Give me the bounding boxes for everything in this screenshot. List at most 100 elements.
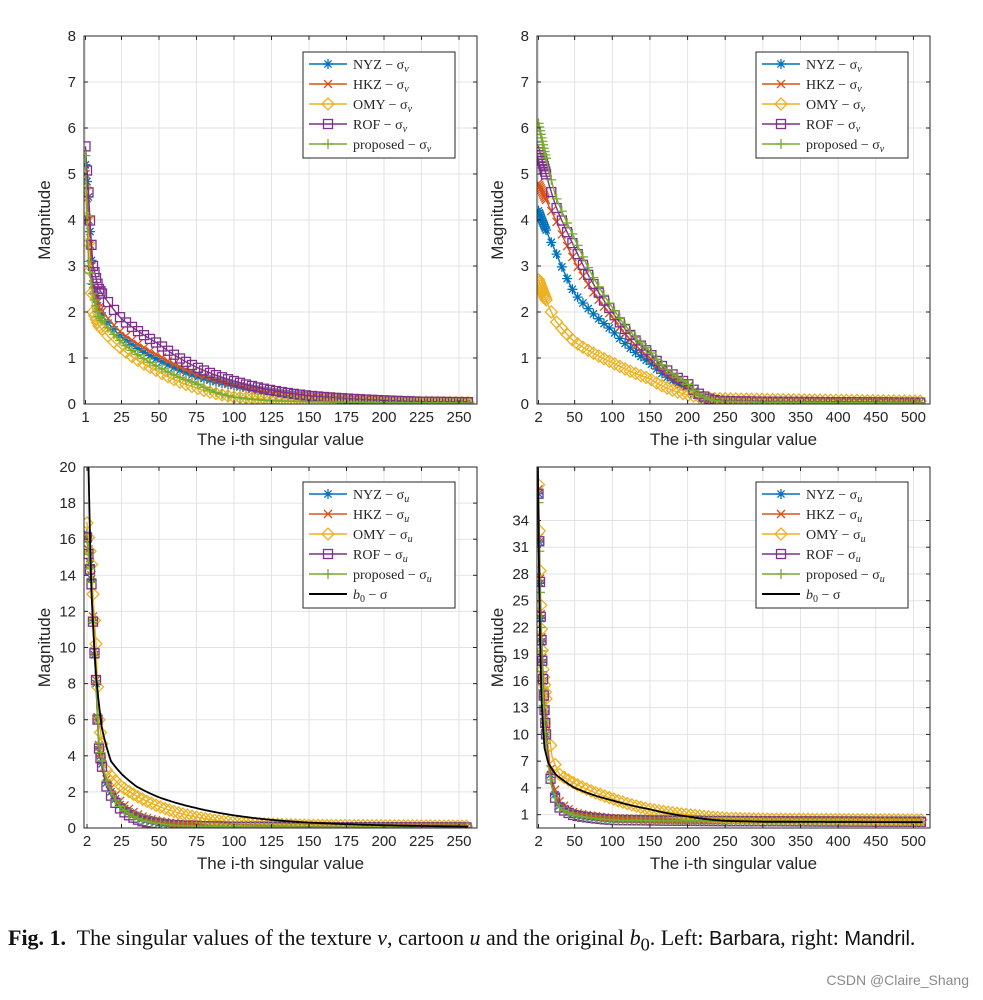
marker-diamond [561, 773, 576, 787]
marker-asterisk [635, 351, 646, 362]
marker-diamond [548, 757, 562, 772]
caption-var-u: u [469, 925, 481, 950]
x-tick-label: 300 [750, 833, 775, 850]
legend-label-b0: b0 − σ [353, 588, 388, 605]
x-tick-label: 225 [409, 409, 434, 426]
series-group [537, 118, 928, 404]
legend: NYZ − σu HKZ − σu OMY − σu ROF − σu proposed… [755, 481, 909, 609]
caption-text-5: , right: [780, 925, 845, 950]
marker-diamond [84, 180, 93, 195]
marker-asterisk [121, 335, 131, 346]
chart-panel-1: 1 25 50 75 100 125 150 175 200 225 250012345678The… [35, 28, 478, 449]
marker-plus [577, 251, 588, 262]
marker-square [84, 165, 93, 176]
marker-plus [86, 278, 97, 289]
marker-plus [97, 315, 107, 326]
y-tick-label: 4 [68, 212, 76, 229]
marker-plus [157, 363, 167, 374]
marker-asterisk [169, 362, 179, 373]
marker-plus [667, 368, 678, 379]
marker-plus [110, 794, 121, 805]
marker-cross [546, 206, 556, 216]
x-tick-label: 500 [901, 833, 926, 850]
marker-plus [101, 776, 112, 787]
marker-diamond [158, 801, 172, 816]
marker-asterisk [572, 292, 583, 303]
y-tick-label: 25 [512, 593, 529, 610]
marker-square [138, 329, 150, 341]
marker-square [168, 349, 180, 360]
marker-plus [142, 816, 152, 827]
marker-square [95, 286, 106, 297]
caption-var-b0: b [629, 925, 641, 950]
caption-text-3: and the original [480, 925, 630, 950]
x-tick-label: 500 [901, 409, 926, 426]
x-tick-label: 300 [750, 409, 775, 426]
marker-square [438, 396, 450, 404]
x-tick-label: 125 [259, 833, 284, 850]
marker-plus [699, 392, 710, 403]
y-tick-label: 3 [521, 258, 529, 275]
y-tick-label: 1 [521, 350, 529, 367]
marker-plus [559, 805, 570, 816]
caption-right-name: Mandril [844, 928, 910, 950]
marker-plus [139, 353, 149, 364]
marker-diamond [539, 292, 553, 307]
legend-label-nyz: NYZ − σv [353, 58, 409, 75]
marker-asterisk [641, 355, 652, 366]
y-tick-label: 31 [512, 539, 529, 556]
marker-plus [217, 389, 227, 400]
marker-square [270, 385, 282, 397]
marker-asterisk [84, 176, 92, 187]
marker-plus [187, 376, 197, 387]
legend-label-proposed: proposed − σv [353, 138, 432, 155]
marker-diamond [239, 816, 253, 828]
marker-asterisk [211, 376, 221, 387]
marker-plus [95, 313, 106, 324]
marker-diamond [131, 789, 145, 804]
marker-asterisk [323, 489, 333, 499]
x-tick-label: 25 [113, 409, 130, 426]
marker-diamond [89, 636, 103, 651]
marker-diamond [140, 794, 154, 809]
marker-diamond [86, 587, 100, 602]
marker-diamond [162, 803, 177, 818]
marker-plus [541, 738, 552, 749]
x-tick-label: 250 [713, 409, 738, 426]
marker-plus [583, 262, 594, 273]
marker-plus [563, 807, 574, 818]
x-axis-label: The i-th singular value [197, 430, 364, 449]
marker-plus [704, 394, 715, 404]
marker-asterisk [656, 368, 667, 379]
marker-asterisk [562, 273, 573, 284]
marker-plus [461, 822, 472, 828]
caption-text-1: The singular values of the texture [76, 925, 378, 950]
marker-diamond [584, 784, 599, 798]
chart-panel-2: 2 50 100 150 200 250 300 350 400 450 500012345678T… [488, 28, 931, 449]
marker-diamond [638, 801, 653, 816]
marker-plus [169, 369, 179, 380]
marker-diamond [681, 388, 696, 402]
y-tick-label: 0 [68, 396, 76, 413]
marker-square [240, 379, 252, 390]
legend-label-omy: OMY − σu [353, 528, 413, 545]
y-tick-label: 2 [521, 304, 529, 321]
y-tick-label: 10 [512, 726, 529, 743]
x-tick-label: 450 [863, 833, 888, 850]
marker-asterisk [217, 378, 227, 389]
marker-cross [205, 373, 215, 383]
y-tick-label: 8 [521, 28, 529, 45]
marker-plus [91, 300, 101, 311]
marker-cross [163, 356, 173, 366]
marker-asterisk [539, 221, 550, 232]
marker-square [192, 362, 204, 374]
marker-plus [124, 808, 134, 819]
marker-asterisk [546, 237, 557, 248]
marker-plus [97, 756, 107, 767]
marker-cross [133, 339, 143, 349]
marker-diamond [84, 516, 94, 530]
marker-asterisk [646, 359, 657, 370]
x-tick-label: 250 [446, 833, 471, 850]
marker-square [426, 396, 438, 404]
x-tick-label: 25 [113, 833, 130, 850]
